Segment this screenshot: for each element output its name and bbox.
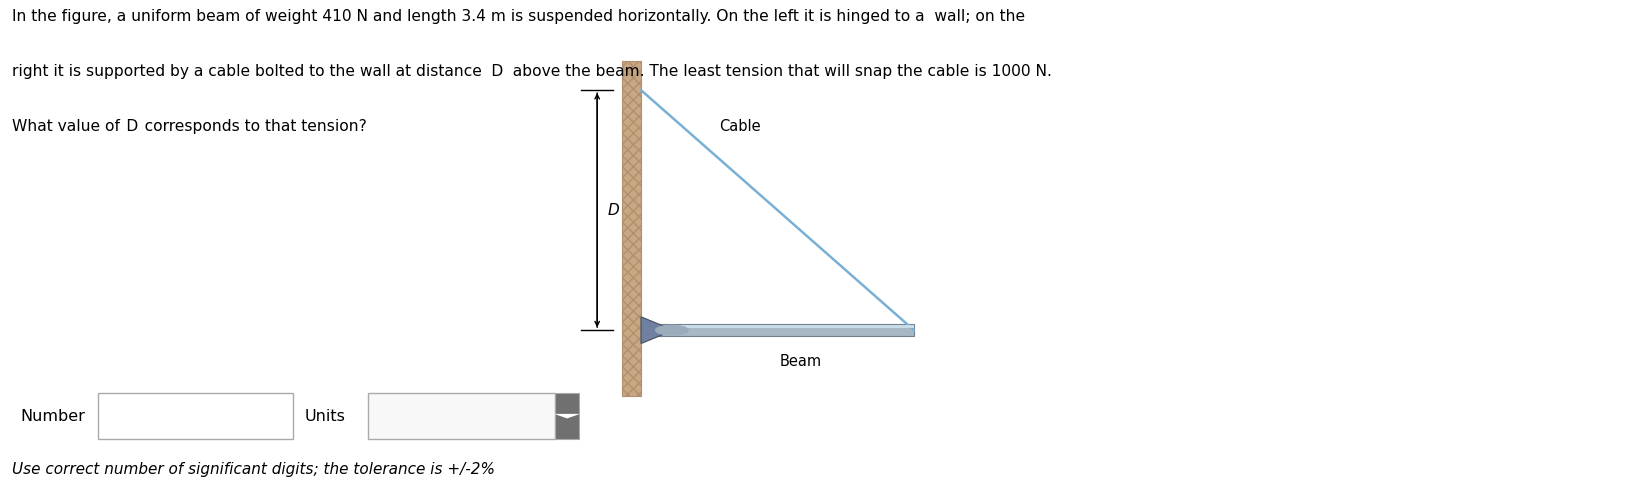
Bar [367,394,555,439]
Text: Units: Units [305,409,346,424]
Text: In the figure, a uniform beam of weight 410 N and length 3.4 m is suspended hori: In the figure, a uniform beam of weight … [13,9,1025,24]
Text: What value of  D  corresponds to that tension?: What value of D corresponds to that tens… [13,119,367,134]
Bar [555,394,579,439]
Bar [98,394,294,439]
Text: right it is supported by a cable bolted to the wall at distance   D   above the : right it is supported by a cable bolted … [13,64,1051,79]
Bar [641,324,914,336]
Bar [641,325,914,328]
Text: Beam: Beam [778,354,821,369]
Text: Cable: Cable [718,119,761,134]
Circle shape [656,326,687,335]
Text: $D$: $D$ [607,202,620,218]
Polygon shape [641,317,672,344]
Polygon shape [553,414,579,418]
Text: Number: Number [21,409,85,424]
Bar [622,62,641,396]
Text: Use correct number of significant digits; the tolerance is +/-2%: Use correct number of significant digits… [13,462,494,477]
